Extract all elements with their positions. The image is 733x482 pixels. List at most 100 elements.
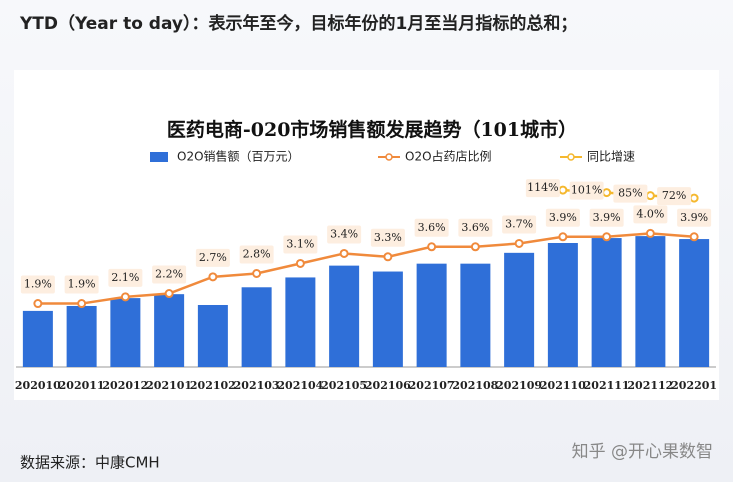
- bar: [197, 304, 228, 367]
- point: [470, 242, 480, 252]
- data-label: 3.9%: [680, 211, 708, 224]
- bar: [679, 239, 710, 367]
- x-tick-label: 202012: [102, 379, 148, 392]
- bar: [460, 263, 491, 367]
- data-label: 1.9%: [24, 278, 52, 291]
- data-label: 2.8%: [243, 248, 271, 261]
- point: [558, 232, 568, 242]
- header: YTD（Year to day）：表示年至今，目标年份的1月至当月指标的总和；: [19, 13, 577, 34]
- point: [645, 191, 655, 201]
- x-tick-label: 202111: [584, 379, 630, 392]
- data-label: 3.9%: [549, 211, 577, 224]
- legend-label: O2O占药店比例: [405, 149, 492, 164]
- label-bg: [525, 179, 560, 198]
- point: [339, 248, 349, 258]
- data-label: 72%: [662, 189, 686, 202]
- label-bg: [20, 275, 55, 294]
- point: [514, 238, 524, 248]
- label-bg: [589, 208, 624, 227]
- label-bg: [414, 218, 449, 237]
- data-label: 4.0%: [636, 207, 664, 220]
- bar: [547, 242, 578, 367]
- x-tick-label: 202108: [452, 379, 498, 392]
- x-tick-label: 202010: [15, 379, 61, 392]
- point: [689, 193, 699, 203]
- label-bg: [370, 228, 405, 247]
- label-bg: [283, 235, 318, 254]
- label-bg: [613, 184, 648, 203]
- bar: [110, 298, 141, 367]
- x-tick-label: 202112: [627, 379, 673, 392]
- bar: [372, 271, 403, 367]
- label-bg: [108, 268, 143, 287]
- point: [427, 242, 437, 252]
- x-tick-label: 202201: [671, 379, 717, 392]
- label-bg: [657, 187, 692, 206]
- bar: [241, 287, 272, 367]
- point: [120, 292, 130, 302]
- bar: [416, 263, 447, 367]
- label-bg: [239, 245, 274, 264]
- x-tick-label: 202011: [59, 379, 105, 392]
- legend-label: O2O销售额（百万元）: [177, 149, 300, 164]
- data-label: 114%: [527, 181, 558, 194]
- label-bg: [458, 218, 493, 237]
- label-bg: [327, 225, 362, 244]
- legend-label: 同比增速: [587, 150, 635, 164]
- line: [37, 232, 695, 305]
- watermark: 知乎 @开心果数智: [572, 442, 713, 462]
- label-bg: [502, 215, 537, 234]
- x-tick-label: 202107: [409, 379, 455, 392]
- legend-swatch: [567, 153, 575, 161]
- data-label: 3.3%: [374, 231, 402, 244]
- x-tick-label: 202101: [146, 379, 192, 392]
- point: [208, 272, 218, 282]
- point: [602, 188, 612, 198]
- data-label: 3.7%: [505, 217, 533, 230]
- data-label: 85%: [618, 187, 642, 200]
- data-label: 3.6%: [461, 221, 489, 234]
- point: [77, 299, 87, 309]
- legend-swatch: [385, 153, 393, 161]
- point: [689, 232, 699, 242]
- x-tick-label: 202106: [365, 379, 411, 392]
- bar: [635, 236, 666, 367]
- data-label: 3.9%: [593, 211, 621, 224]
- x-tick-label: 202104: [277, 379, 323, 392]
- bar: [66, 305, 97, 367]
- point: [295, 258, 305, 268]
- label-bg: [633, 205, 668, 224]
- chart-title: 医药电商-020市场销售额发展趋势（101城市）: [167, 118, 577, 141]
- point: [383, 252, 393, 262]
- bar: [591, 238, 622, 367]
- point: [645, 228, 655, 238]
- bar: [285, 277, 316, 367]
- bar: [22, 310, 53, 367]
- label-bg: [545, 208, 580, 227]
- data-label: 2.7%: [199, 251, 227, 264]
- label-bg: [64, 275, 99, 294]
- x-tick-label: 202103: [234, 379, 280, 392]
- data-label: 2.1%: [111, 271, 139, 284]
- label-bg: [152, 265, 187, 284]
- x-tick-label: 202105: [321, 379, 367, 392]
- footer: 数据来源：中康CMH: [20, 454, 160, 472]
- bar: [154, 294, 185, 367]
- legend-swatch: [150, 152, 168, 162]
- point: [602, 232, 612, 242]
- point: [164, 289, 174, 299]
- point: [558, 185, 568, 195]
- bar: [504, 252, 535, 367]
- label-bg: [569, 181, 604, 200]
- point: [33, 299, 43, 309]
- data-label: 3.6%: [418, 221, 446, 234]
- data-label: 3.4%: [330, 227, 358, 240]
- label-bg: [677, 208, 712, 227]
- x-tick-label: 202102: [190, 379, 236, 392]
- label-bg: [195, 248, 230, 267]
- x-tick-label: 202110: [540, 379, 586, 392]
- point: [252, 269, 262, 278]
- data-label: 2.2%: [155, 268, 183, 281]
